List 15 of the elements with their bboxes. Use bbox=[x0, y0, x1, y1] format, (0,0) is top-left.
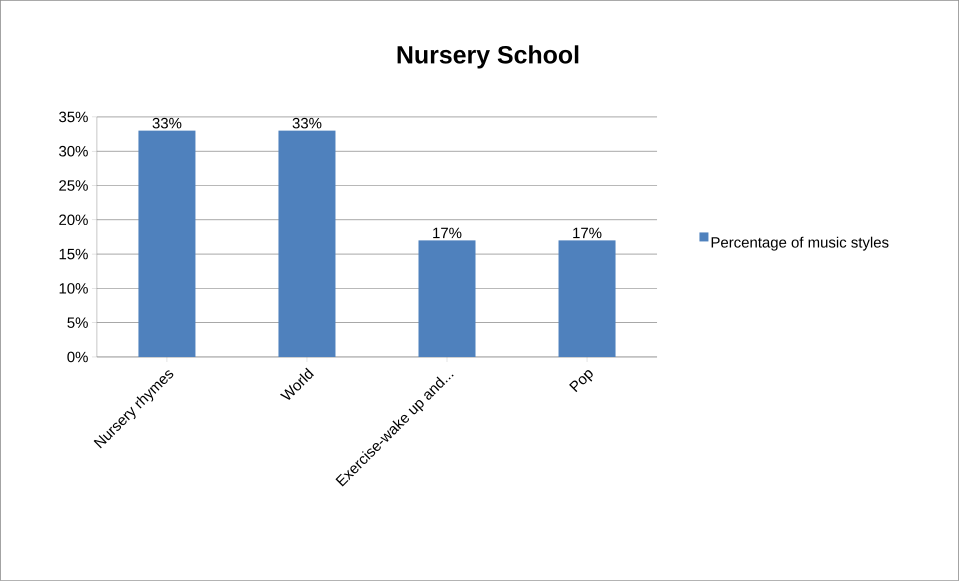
y-tick-label: 20% bbox=[59, 214, 88, 226]
y-tick-label: 0% bbox=[67, 352, 88, 362]
y-tick-label: 10% bbox=[60, 283, 88, 294]
data-label: 17% bbox=[433, 228, 462, 238]
y-tick-label: 15% bbox=[60, 248, 88, 260]
data-label: 33% bbox=[152, 118, 182, 128]
y-tick-label: 35% bbox=[59, 112, 88, 122]
data-label: 33% bbox=[292, 118, 322, 128]
x-tick-label: Pop bbox=[569, 370, 593, 392]
data-label: 17% bbox=[573, 228, 602, 238]
chart-title: Nursery School bbox=[398, 45, 578, 69]
y-tick-label: 5% bbox=[67, 317, 88, 328]
y-tick-label: 25% bbox=[59, 180, 88, 191]
legend-label: Percentage of music styles bbox=[712, 236, 888, 251]
y-tick-label: 30% bbox=[59, 146, 88, 157]
